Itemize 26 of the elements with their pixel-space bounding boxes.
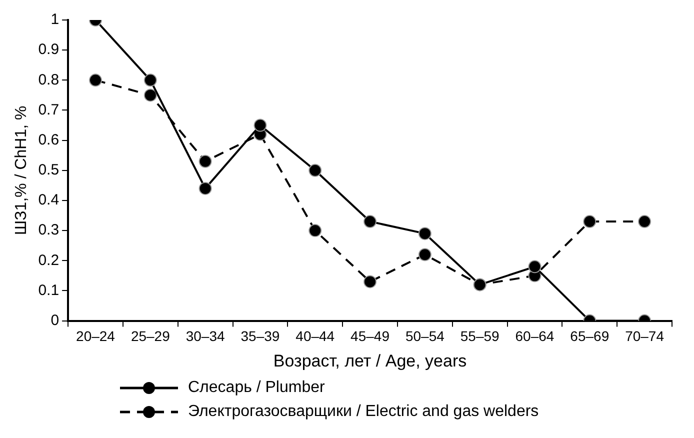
x-tick-label: 35–39 (240, 328, 280, 344)
x-tick-label: 25–29 (130, 328, 170, 344)
y-axis-title: ШЗ1,% / ChH1, % (13, 106, 30, 236)
x-tick-label: 60–64 (515, 328, 554, 344)
x-tick-label: 55–59 (460, 328, 500, 344)
y-tick-label: 0.5 (38, 162, 60, 179)
y-tick-label: 0.3 (38, 222, 60, 239)
legend-label: Электрогазосварщики / Electric and gas welders (188, 403, 539, 421)
y-tick-label: 1 (50, 11, 60, 28)
x-tick-label: 30–34 (186, 328, 225, 344)
x-tick-label: 45–49 (350, 328, 390, 344)
y-tick-label: 0.4 (38, 192, 60, 209)
x-tick-label: 40–44 (296, 328, 335, 344)
x-tick-label: 20–24 (76, 328, 116, 344)
y-tick-label: 0.2 (38, 252, 60, 269)
y-tick-label: 0.8 (38, 71, 60, 88)
y-tick-label: 0.9 (38, 41, 60, 58)
x-tick-label: 70–74 (625, 328, 664, 344)
x-tick-label: 50–54 (405, 328, 445, 344)
y-tick-label: 0 (50, 312, 60, 329)
y-tick-label: 0.7 (38, 101, 60, 118)
x-axis-title: Возраст, лет / Age, years (273, 351, 467, 370)
legend-label: Слесарь / Plumber (188, 379, 325, 397)
x-tick-label: 65–69 (570, 328, 610, 344)
y-tick-label: 0.6 (38, 131, 60, 148)
y-tick-label: 0.1 (38, 282, 60, 299)
